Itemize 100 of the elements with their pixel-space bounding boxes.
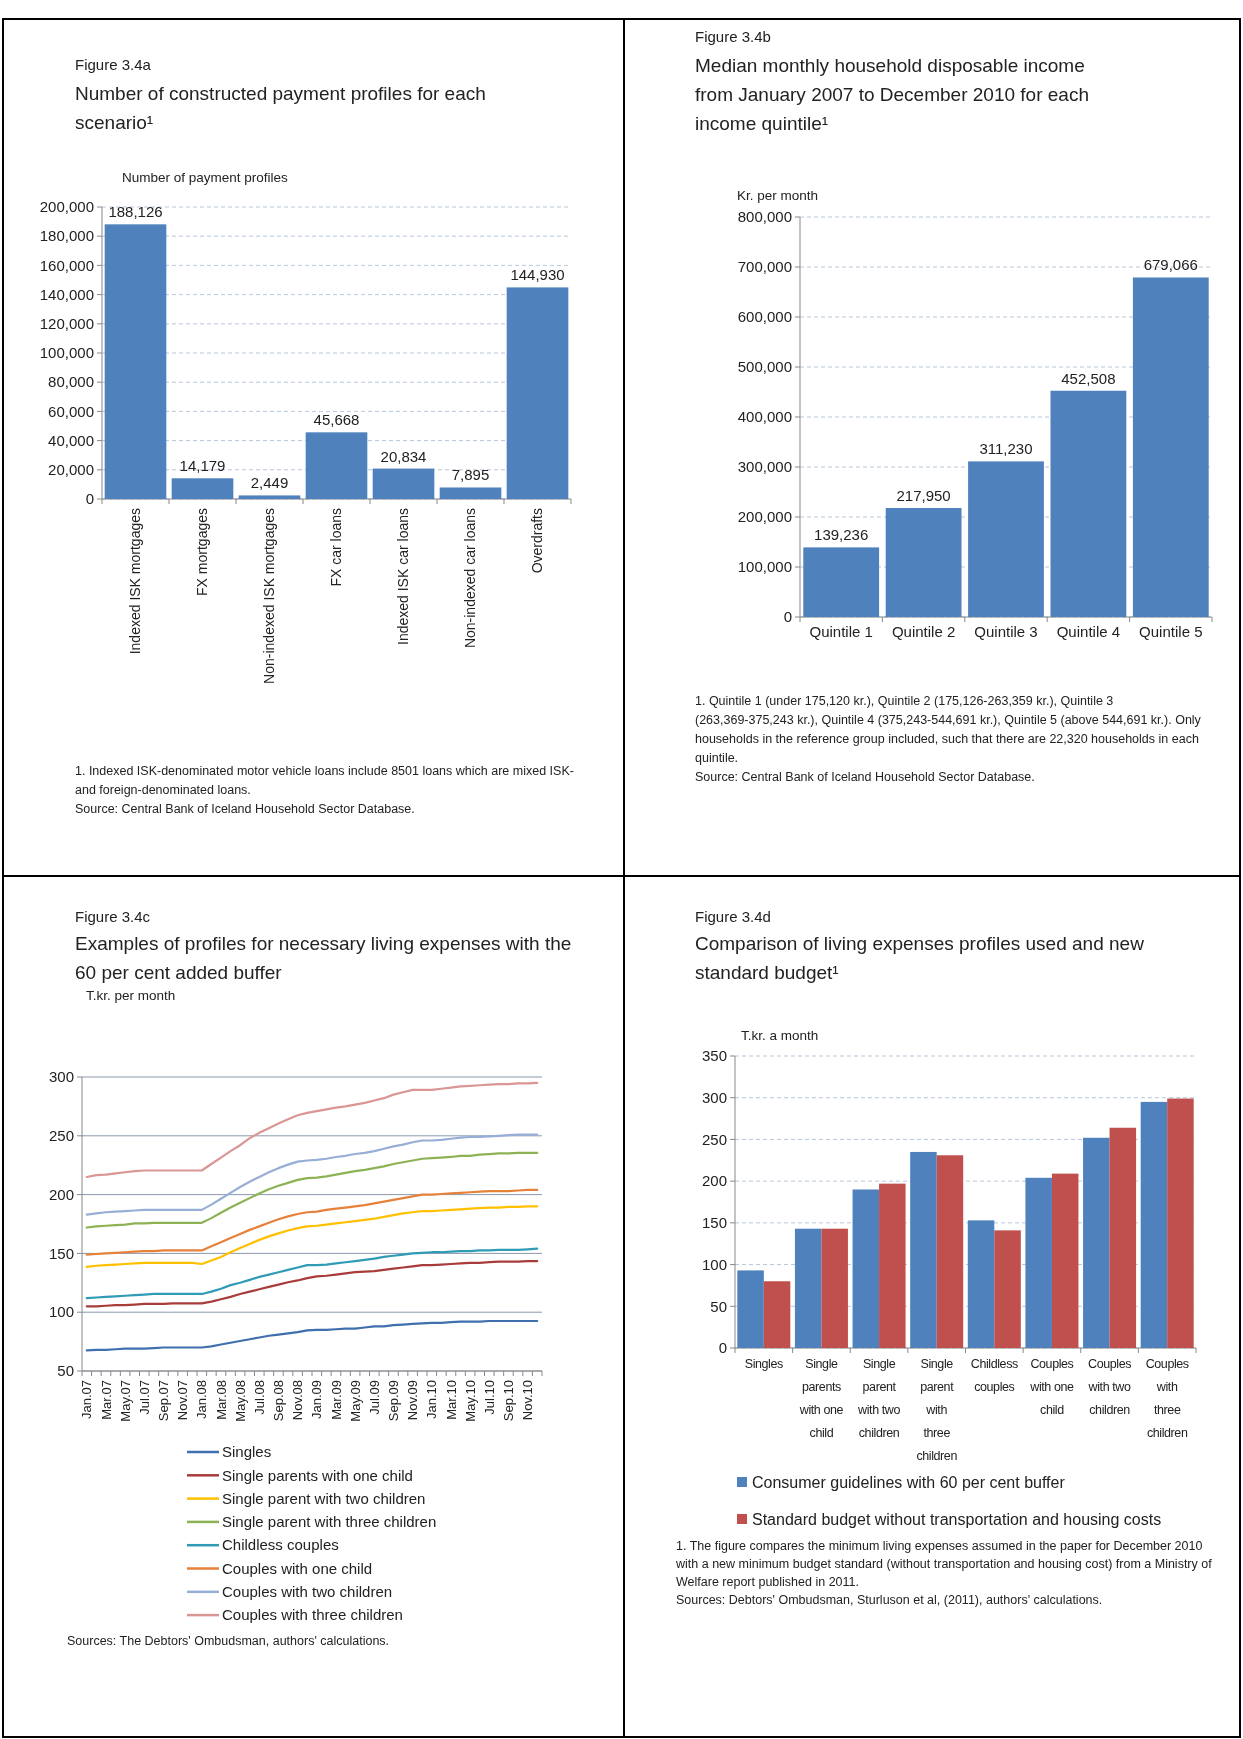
y-tick-label: 180,000: [39, 227, 94, 245]
bar: [1109, 1127, 1137, 1348]
y-tick-label: 160,000: [39, 256, 94, 274]
bar: [1132, 277, 1209, 617]
x-tick-label: Jul.08: [251, 1380, 267, 1415]
chart-title: Number of constructed payment profiles for each scenario¹: [75, 83, 486, 133]
chart-subtitle: Figure 3.4d: [695, 908, 771, 925]
x-tick-label: Quintile 3: [974, 623, 1038, 640]
y-tick-label: 150: [701, 1214, 727, 1232]
x-tick-label: Single parents with one child: [798, 1357, 844, 1440]
data-label: 7,895: [451, 466, 490, 484]
x-tick-label: May.08: [232, 1380, 248, 1422]
y-tick-label: 0: [718, 1339, 727, 1357]
x-tick-label: Quintile 4: [1056, 623, 1121, 640]
data-label: 452,508: [1061, 369, 1116, 387]
x-tick-label: Jul.09: [366, 1380, 382, 1415]
y-tick-label: 250: [48, 1127, 74, 1145]
x-tick-label: Mar.10: [443, 1380, 459, 1420]
x-tick-label: Mar.09: [328, 1380, 344, 1420]
x-tick-label: Mar.08: [213, 1380, 229, 1420]
source-note: Source: Central Bank of Iceland Household Sector Database.: [75, 802, 415, 816]
bar: [821, 1228, 848, 1348]
x-tick-label: Quintile 2: [891, 623, 956, 640]
text: 1. The figure compares the minimum living expenses assumed in the paper for December 2010 with a new minimum budget standard (without transportation and housing cost) from a Ministry of Welfare report published in 2011.: [675, 1539, 1213, 1589]
y-tick-label: 100: [48, 1303, 74, 1321]
bar: [936, 1155, 964, 1348]
legend-label: Consumer guidelines with 60 per cent buffer: [752, 1473, 1066, 1491]
data-label: 144,930: [510, 266, 565, 284]
y-tick-label: 300: [701, 1088, 727, 1106]
y-tick-label: 500,000: [737, 358, 792, 376]
y-tick-label: 800,000: [737, 208, 792, 226]
line-series: [85, 1247, 539, 1300]
chart-title: Examples of profiles for necessary living expenses with the 60 per cent added buffer: [75, 933, 572, 983]
y-tick-label: 600,000: [737, 308, 792, 326]
x-tick-label: Quintile 5: [1139, 623, 1203, 640]
x-tick-label: Jan.07: [79, 1380, 95, 1420]
source-note: Sources: Debtors' Ombudsman, Sturluson et al, (2011), authors' calculations.: [676, 1593, 1103, 1607]
bar: [763, 1281, 791, 1348]
x-tick-label: Jul.07: [136, 1380, 152, 1415]
line-series: [85, 1188, 539, 1256]
data-label: 217,950: [896, 487, 951, 505]
x-tick-label: Nov.08: [290, 1380, 306, 1421]
source-note: Sources: The Debtors' Ombudsman, authors' calculations.: [67, 1634, 390, 1648]
bar: [794, 1228, 822, 1348]
chart-title: Comparison of living expenses profiles used and new standard budget¹: [695, 933, 1145, 983]
text: 1. Quintile 1 (under 175,120 kr.), Quintile 2 (175,126-263,359 kr.), Quintile 3 (263,369-375,243 kr.), Quintile 4 (375,243-544,691 kr.), Quintile 5 (above 544,691 kr.). Only households in the reference group included, such that there are 22,320 households in each quintile.: [695, 694, 1202, 765]
x-tick-label: Sep.09: [386, 1380, 402, 1422]
y-tick-label: 200,000: [737, 508, 792, 526]
y-tick-label: 60,000: [48, 402, 94, 420]
y-tick-label: 100,000: [737, 558, 792, 576]
legend-label: Single parent with three children: [222, 1513, 437, 1531]
bar: [506, 287, 569, 499]
bar: [171, 478, 234, 499]
legend-label: Single parent with two children: [222, 1489, 426, 1507]
x-tick-label: Jan.09: [309, 1380, 325, 1420]
x-tick-label: Childless couples: [970, 1357, 1019, 1394]
bar: [879, 1183, 906, 1348]
x-tick-label: Jan.10: [424, 1380, 440, 1420]
line-series: [85, 1081, 539, 1179]
y-axis-title: Kr. per month: [737, 188, 819, 203]
text: 1. Indexed ISK-denominated motor vehicle loans include 8501 loans which are mixed ISK- and foreign-denominated loans.: [75, 764, 574, 797]
chart-subtitle: Figure 3.4a: [75, 56, 152, 73]
x-tick-label: Couples with one child: [1029, 1357, 1075, 1417]
bar: [1051, 1173, 1079, 1348]
y-axis-title: Number of payment profiles: [122, 170, 289, 185]
x-tick-label: Nov.09: [405, 1380, 421, 1421]
bar: [852, 1189, 880, 1348]
bar: [305, 432, 368, 499]
legend-label: Standard budget without transportation and housing costs: [752, 1510, 1162, 1528]
x-tick-label: Non-indexed ISK mortgages: [261, 508, 278, 684]
data-label: 20,834: [380, 447, 427, 465]
y-tick-label: 0: [85, 490, 94, 508]
legend-label: Couples with three children: [222, 1606, 403, 1624]
x-tick-label: FX mortgages: [194, 508, 211, 596]
bar: [968, 461, 1044, 617]
y-tick-label: 400,000: [737, 408, 792, 426]
y-tick-label: 80,000: [48, 373, 94, 391]
legend-label: Singles: [222, 1443, 272, 1461]
x-tick-label: Jul.10: [481, 1380, 497, 1415]
x-tick-label: May.10: [462, 1380, 478, 1422]
y-tick-label: 250: [701, 1130, 727, 1148]
bar: [1025, 1177, 1052, 1348]
x-tick-label: FX car loans: [328, 508, 345, 587]
legend-label: Couples with two children: [222, 1583, 393, 1601]
bar: [439, 487, 502, 499]
bar: [967, 1220, 995, 1348]
y-tick-label: 20,000: [48, 461, 94, 479]
data-label: 14,179: [179, 457, 226, 475]
y-tick-label: 100,000: [39, 344, 94, 362]
bar: [372, 468, 435, 499]
x-tick-label: Quintile 1: [809, 623, 873, 640]
source-note: Source: Central Bank of Iceland Household Sector Database.: [695, 770, 1035, 784]
bar: [1050, 390, 1127, 617]
data-label: 139,236: [814, 526, 869, 544]
legend-label: Childless couples: [222, 1536, 339, 1554]
bar: [1140, 1101, 1168, 1348]
x-tick-label: Sep.10: [501, 1380, 517, 1422]
data-label: 311,230: [979, 440, 1033, 458]
x-tick-label: May.07: [117, 1380, 133, 1422]
data-label: 188,126: [108, 203, 163, 221]
